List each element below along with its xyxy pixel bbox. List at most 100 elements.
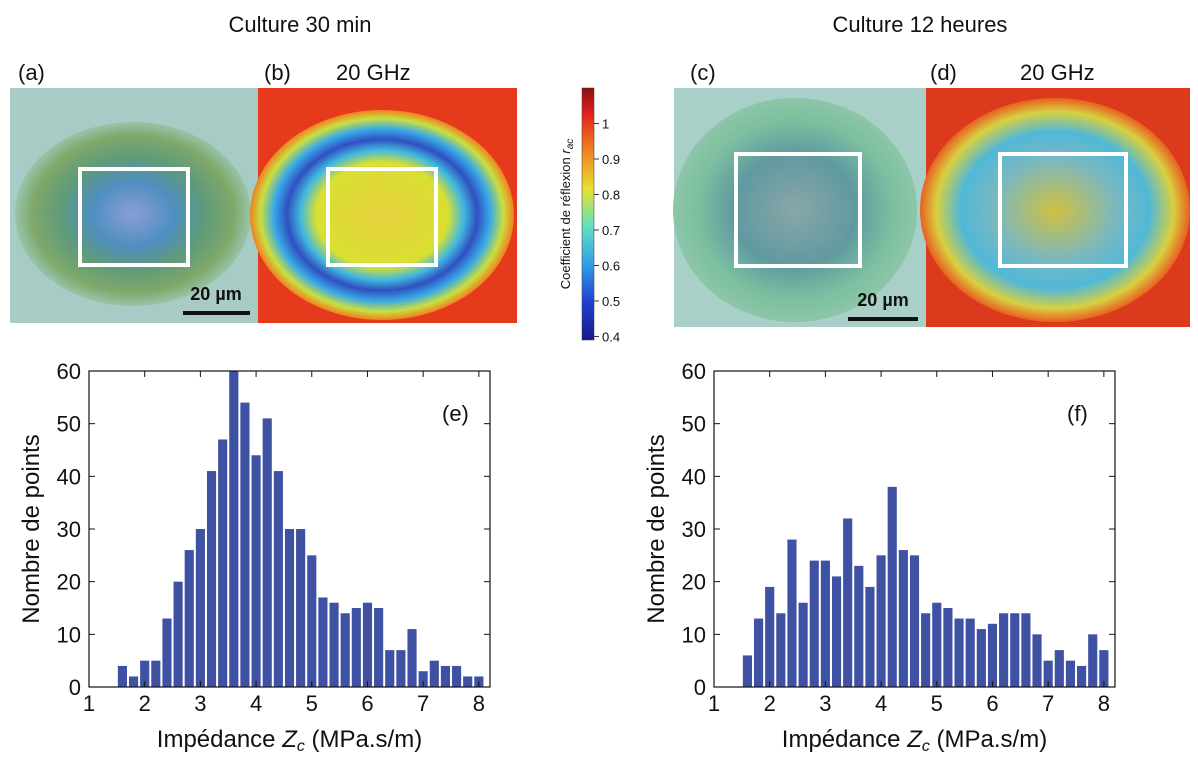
y-tick-label: 40 [682,464,706,489]
scale-bar-label: 20 µm [190,284,241,304]
bar [1088,634,1098,687]
colorbar-tick-label: 0.6 [602,258,620,273]
label-var: Z [906,726,923,753]
colorbar-tick-label: 0.4 [602,329,620,344]
y-tick-label: 10 [682,622,706,647]
bar [184,550,194,687]
bar [463,676,473,687]
bar [932,602,942,687]
panel-title: 20 GHz [1020,60,1095,85]
bar [965,618,975,687]
colorbar-label: Coefficient de réflexion rac [558,139,576,290]
bar [921,613,931,687]
bar [1054,650,1064,687]
x-tick-label: 6 [361,691,373,716]
panel-label: (a) [18,60,45,85]
x-tick-label: 5 [306,691,318,716]
colorbar [581,87,595,341]
x-tick-label: 1 [83,691,95,716]
bar [452,665,462,687]
y-axis-label: Nombre de points [643,434,670,623]
label-text: Impédance [782,726,907,753]
label-sub: c [922,738,930,755]
bar [1010,613,1020,687]
bar [151,660,161,687]
bar [876,555,886,687]
bar [954,618,964,687]
y-tick-label: 0 [694,675,706,700]
roi-a [78,167,190,267]
y-axis-label: Nombre de points [18,434,45,623]
bar [809,560,819,687]
label-var: Z [281,726,298,753]
bar [329,602,339,687]
y-tick-label: 20 [57,570,81,595]
label-unit: (MPa.s/m) [305,726,422,753]
colorbar-tick-label: 0.5 [602,294,620,309]
bar [229,371,239,687]
bar [362,602,373,687]
bar [206,471,217,687]
x-tick-label: 4 [250,691,262,716]
y-tick-label: 30 [682,517,706,542]
panel-label: (d) [930,60,957,85]
bar [385,650,395,687]
x-tick-label: 8 [1098,691,1110,716]
bar [798,602,808,687]
bar [240,402,250,687]
bar [262,418,272,687]
bar [273,471,283,687]
bar [820,560,830,687]
bar [1021,613,1031,687]
roi-d [998,152,1128,268]
bar [307,555,317,687]
bar [117,665,127,687]
x-tick-label: 7 [417,691,429,716]
bar [854,565,864,687]
bar [1065,660,1076,687]
bar [776,613,786,687]
bar [753,618,764,687]
scale-bar-label: 20 µm [857,290,908,310]
x-axis-label: Impédance Zc (MPa.s/m) [157,726,422,755]
bar [831,576,842,687]
bar [440,665,451,687]
panel-label: (b) [264,60,291,85]
colorbar-tick-label: 0.7 [602,223,620,238]
bar [173,581,183,687]
column-title: Culture 12 heures [833,12,1008,37]
annotation: (f) [1067,401,1088,426]
x-tick-label: 3 [194,691,206,716]
bar [351,608,361,687]
x-tick-label: 4 [875,691,887,716]
y-tick-label: 10 [57,622,81,647]
x-axis-label: Impédance Zc (MPa.s/m) [782,726,1047,755]
bar [128,676,139,687]
bar [251,455,261,687]
x-tick-label: 5 [931,691,943,716]
bar [195,529,205,687]
bar [340,613,350,687]
bar [742,655,752,687]
bar [865,586,875,687]
y-tick-label: 50 [682,412,706,437]
bar [1032,634,1042,687]
bar [976,629,986,687]
y-tick-label: 60 [682,359,706,384]
bar [1043,660,1053,687]
bar [887,486,897,687]
bar [429,660,439,687]
colorbar-tick-label: 0.8 [602,187,620,202]
y-tick-label: 50 [57,412,81,437]
bar [987,623,998,687]
y-tick-label: 40 [57,464,81,489]
bar [909,555,920,687]
map-b [250,110,514,320]
y-tick-label: 0 [69,675,81,700]
panel-label: (c) [690,60,716,85]
bar [407,629,417,687]
label-sub: c [297,738,305,755]
y-tick-label: 30 [57,517,81,542]
bar [999,613,1009,687]
